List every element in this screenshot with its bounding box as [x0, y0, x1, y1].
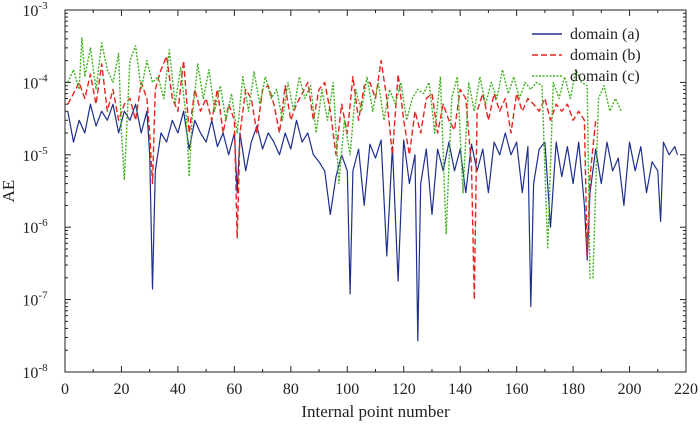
axis-ticks	[64, 9, 687, 373]
y-axis-label: AE	[0, 180, 18, 203]
x-tick-label: 200	[618, 381, 642, 398]
x-tick-label: 160	[505, 381, 529, 398]
y-tick-label: 10-5	[22, 145, 48, 165]
x-tick-label: 120	[392, 381, 416, 398]
y-tick-label: 10-8	[22, 362, 48, 382]
x-tick-label: 100	[335, 381, 359, 398]
legend-label-3: domain (c)	[570, 68, 640, 85]
x-tick-label: 20	[113, 381, 129, 398]
x-tick-label: 0	[61, 381, 69, 398]
y-tick-label: 10-3	[22, 0, 48, 20]
series-line-3	[67, 37, 622, 279]
legend-label-2: domain (b)	[570, 47, 641, 64]
plot-frame	[64, 9, 687, 373]
x-tick-label: 220	[674, 381, 698, 398]
y-tick-label: 10-7	[22, 290, 48, 310]
x-tick-label: 140	[448, 381, 472, 398]
legend-label-1: domain (a)	[570, 26, 640, 43]
plot-area	[67, 37, 679, 342]
x-tick-label: 80	[283, 381, 299, 398]
legend: domain (a) domain (b) domain (c)	[532, 26, 641, 85]
x-tick-label: 40	[170, 381, 186, 398]
x-tick-label: 60	[226, 381, 242, 398]
series-line-1	[67, 103, 679, 342]
x-axis-label: Internal point number	[301, 402, 450, 421]
axis-tick-labels: 0 20 40 60 80 100 120 140 160 180 200 220 10-8 10-7 10…	[22, 0, 698, 398]
y-tick-label: 10-6	[22, 217, 48, 237]
y-tick-label: 10-4	[22, 72, 48, 92]
x-tick-label: 180	[561, 381, 585, 398]
series-line-2	[67, 55, 597, 301]
